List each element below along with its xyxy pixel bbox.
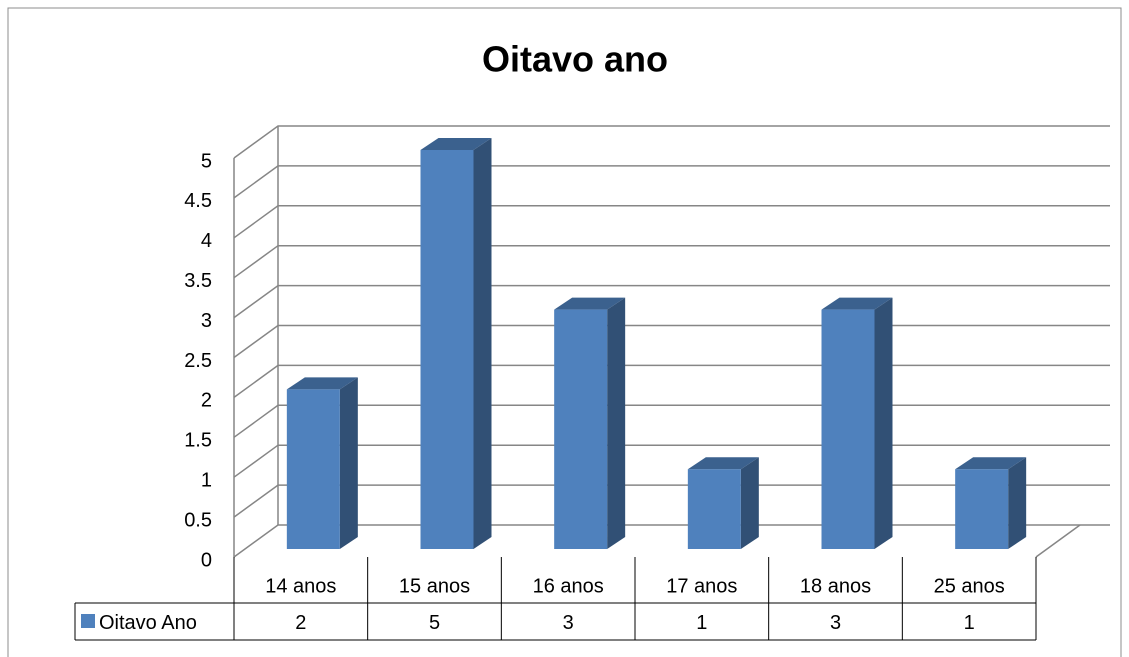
table-value: 1 bbox=[964, 612, 975, 634]
bar-front bbox=[955, 469, 1009, 549]
bar bbox=[420, 138, 492, 549]
legend-label: Oitavo Ano bbox=[99, 612, 197, 634]
y-tick-label: 1 bbox=[201, 469, 212, 491]
x-tick-label: 18 anos bbox=[800, 575, 871, 597]
x-tick-label: 16 anos bbox=[533, 575, 604, 597]
bar-top bbox=[554, 297, 626, 310]
bar-side bbox=[1008, 457, 1027, 549]
table-value: 3 bbox=[830, 612, 841, 634]
bar-front bbox=[554, 309, 608, 549]
bar-top bbox=[821, 297, 893, 310]
table-value: 3 bbox=[563, 612, 574, 634]
bar-front bbox=[286, 389, 340, 549]
bar bbox=[286, 377, 358, 549]
bar-side bbox=[607, 297, 626, 549]
y-tick-label: 3 bbox=[201, 310, 212, 332]
x-tick-label: 25 anos bbox=[934, 575, 1005, 597]
y-tick-label: 4 bbox=[201, 230, 212, 252]
legend-swatch bbox=[81, 614, 95, 628]
bar-front bbox=[420, 150, 474, 549]
y-tick-label: 2.5 bbox=[184, 350, 212, 372]
bar bbox=[955, 457, 1027, 549]
x-tick-label: 15 anos bbox=[399, 575, 470, 597]
bar-side bbox=[473, 138, 492, 549]
chart-title: Oitavo ano bbox=[482, 39, 668, 80]
bar bbox=[821, 297, 893, 549]
table-value: 1 bbox=[696, 612, 707, 634]
x-tick-label: 14 anos bbox=[265, 575, 336, 597]
bar-top bbox=[687, 457, 759, 470]
y-tick-label: 4.5 bbox=[184, 190, 212, 212]
bar-side bbox=[339, 377, 358, 549]
bar bbox=[554, 297, 626, 549]
y-tick-label: 3.5 bbox=[184, 270, 212, 292]
table-value: 5 bbox=[429, 612, 440, 634]
y-tick-label: 5 bbox=[201, 150, 212, 172]
table-value: 2 bbox=[295, 612, 306, 634]
bar-side bbox=[740, 457, 759, 549]
bar-front bbox=[821, 309, 875, 549]
bar-front bbox=[687, 469, 741, 549]
y-tick-label: 1.5 bbox=[184, 430, 212, 452]
floor-edge bbox=[1035, 524, 1081, 558]
bar-side bbox=[874, 297, 893, 549]
y-tick-label: 0.5 bbox=[184, 509, 212, 531]
bar-top bbox=[420, 138, 492, 150]
y-tick-label: 0 bbox=[201, 549, 212, 571]
y-tick-label: 2 bbox=[201, 390, 212, 412]
bar-top bbox=[955, 457, 1027, 470]
bar-top bbox=[286, 377, 358, 390]
bar bbox=[687, 457, 759, 549]
x-tick-label: 17 anos bbox=[666, 575, 737, 597]
